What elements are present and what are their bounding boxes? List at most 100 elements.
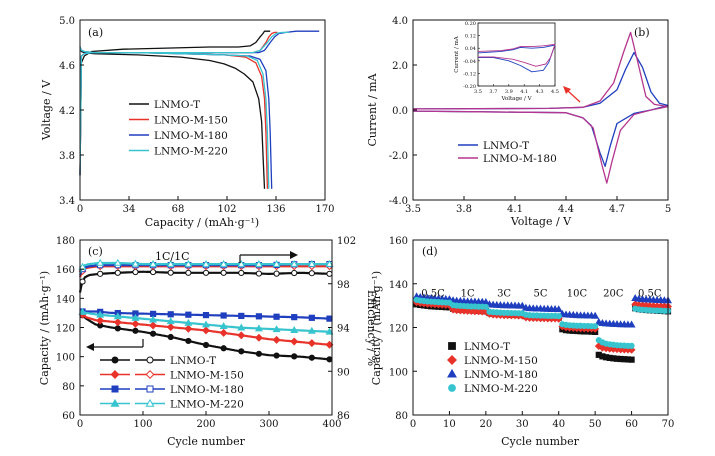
panel-c-marker: [307, 326, 316, 334]
panel-b-x-tick-label: 4.4: [558, 204, 574, 215]
panel-a-x-axis-title: Capacity / (mAh·g⁻¹): [145, 216, 259, 229]
panel-a-curve-lnmo-m-220: [79, 46, 270, 189]
panel-b-y-tick-label: -4.0: [389, 196, 408, 207]
panel-b-y-tick-label: 2.0: [392, 61, 408, 72]
panel-c-y-tick-label: 180: [56, 236, 75, 247]
inset-y-tick-label: -0.12: [463, 71, 476, 77]
legend-marker-open: [145, 370, 155, 379]
panel-d-ticks: 0 10 20 30 40 50 60 70 80 100 120 140 160: [389, 236, 674, 430]
panel-c-marker: [202, 326, 210, 335]
panel-d: 0.5C 1C 3C 5C 10C 20C 0.5C LNMO-TLNMO-M-150LNM…: [370, 236, 674, 448]
panel-c-ticks: 0 100 200 300 400 60 80 100 120 140 160 180 86 90 94 98…: [56, 236, 356, 430]
panel-c-marker: [220, 345, 227, 352]
legend-label: LNMO-T: [483, 140, 529, 152]
panel-d-y-tick-label: 80: [395, 411, 408, 422]
panel-c-y2-tick-label: 98: [337, 280, 350, 291]
panel-c-marker: [219, 328, 228, 337]
panel-c-label: (c): [88, 245, 103, 258]
panel-c-marker: [326, 356, 333, 363]
panel-b-curve-lnmo-m-180: [412, 105, 669, 184]
panel-c-marker: [185, 269, 192, 276]
panel-c-marker: [96, 258, 105, 266]
legend-marker-filled: [110, 398, 120, 407]
panel-c-marker: [113, 312, 122, 320]
panel-c-y-tick-label: 160: [56, 265, 75, 276]
panel-b-curve-lnmo-m-180: [412, 31, 669, 110]
panel-b-marks: [412, 31, 669, 184]
panel-d-point-lnmo-m-180: [627, 320, 636, 328]
panel-c-marker: [291, 353, 298, 360]
panel-c-marker: [308, 354, 315, 361]
panel-d-rate-label: 3C: [497, 289, 511, 300]
panel-c-marker: [167, 311, 174, 318]
panel-d-rate-label: 0.5C: [421, 289, 445, 300]
panel-c-y-tick-label: 100: [56, 353, 75, 364]
legend-label: LNMO-M-150: [154, 115, 228, 127]
legend-marker-open: [145, 398, 155, 407]
panel-d-y-axis-title: Capacity / (mAh·g⁻¹): [370, 271, 383, 385]
panel-c-marker: [114, 269, 121, 276]
panel-a-marks: [79, 30, 320, 189]
panel-d-rate-label: 10C: [567, 289, 588, 300]
panel-c-x-tick-label: 300: [259, 419, 278, 430]
panel-a-curve-lnmo-m-220: [79, 31, 289, 176]
panel-c-marker: [149, 268, 157, 276]
panel-c-marker: [202, 312, 210, 319]
panel-c-marker: [290, 325, 299, 333]
panel-a-y-tick-label: 4.2: [59, 106, 75, 117]
legend-marker-open: [146, 385, 154, 393]
legend-label: LNMO-M-220: [170, 399, 244, 411]
panel-c-marker: [184, 324, 193, 333]
panel-c-marker: [237, 323, 246, 331]
panel-b-y-tick-label: 4.0: [392, 16, 408, 27]
panel-b-x-tick-label: 4.1: [507, 204, 523, 215]
panel-a-x-tick-label: 68: [172, 204, 185, 215]
panel-c-marker: [166, 317, 175, 325]
legend-marker-open: [146, 356, 154, 364]
efficiency-axis-arrow: [239, 251, 298, 263]
panel-c-x-tick-label: 0: [77, 419, 83, 430]
panel-c-marker: [255, 350, 263, 357]
legend-label: LNMO-M-180: [483, 153, 557, 165]
inset-curve: [477, 44, 556, 54]
panel-d-point-lnmo-m-180: [518, 301, 527, 309]
panel-c-marker: [290, 337, 299, 346]
panel-c-marker: [149, 315, 158, 323]
panel-c-marker: [113, 318, 122, 327]
panel-d-rate-label: 20C: [603, 289, 624, 300]
panel-a-x-tick-label: 102: [217, 204, 236, 215]
panel-a-x-tick-label: 136: [266, 204, 285, 215]
inset-x-tick-label: 4.3: [536, 89, 544, 95]
panel-c-marker: [149, 321, 158, 330]
inset-y-tick-label: 0.20: [465, 21, 476, 27]
panel-a-x-tick-label: 0: [77, 204, 83, 215]
legend-marker-filled: [110, 370, 120, 379]
panel-b-x-tick-label: 5: [665, 204, 671, 215]
panel-c-marker: [237, 331, 246, 340]
panel-c-marker: [273, 352, 280, 359]
panel-b-inset: 3.5 3.7 3.9 4.1 4.3 4.5 0.20 0.12 0.04 -0.04 -0.12…: [454, 21, 559, 102]
panel-c-y2-tick-label: 86: [337, 411, 350, 422]
panel-c-marker: [184, 318, 193, 326]
panel-d-x-tick-label: 70: [662, 419, 675, 430]
panel-c-marker: [220, 312, 227, 319]
panel-c-marker: [326, 315, 333, 322]
panel-a-y-tick-label: 3.8: [59, 151, 75, 162]
panel-c-marker: [96, 316, 105, 325]
panel-b-label: (b): [634, 26, 650, 39]
capacity-axis-arrow: [86, 339, 144, 351]
panel-a-y-tick-label: 3.4: [59, 196, 75, 207]
panel-c-y2-tick-label: 102: [337, 236, 356, 247]
panel-c-annotation: 1C/1C: [155, 250, 190, 263]
panel-c-marker: [273, 270, 280, 277]
inset-x-tick-label: 4.1: [520, 89, 528, 95]
panel-d-y-tick-label: 120: [389, 324, 408, 335]
panel-c-y-tick-label: 140: [56, 294, 75, 305]
panel-d-label: (d): [422, 245, 438, 258]
panel-c-marker: [149, 330, 157, 337]
legend-marker-filled: [111, 356, 119, 364]
panel-c-y-tick-label: 80: [62, 382, 75, 393]
panel-c-marker: [219, 322, 228, 330]
